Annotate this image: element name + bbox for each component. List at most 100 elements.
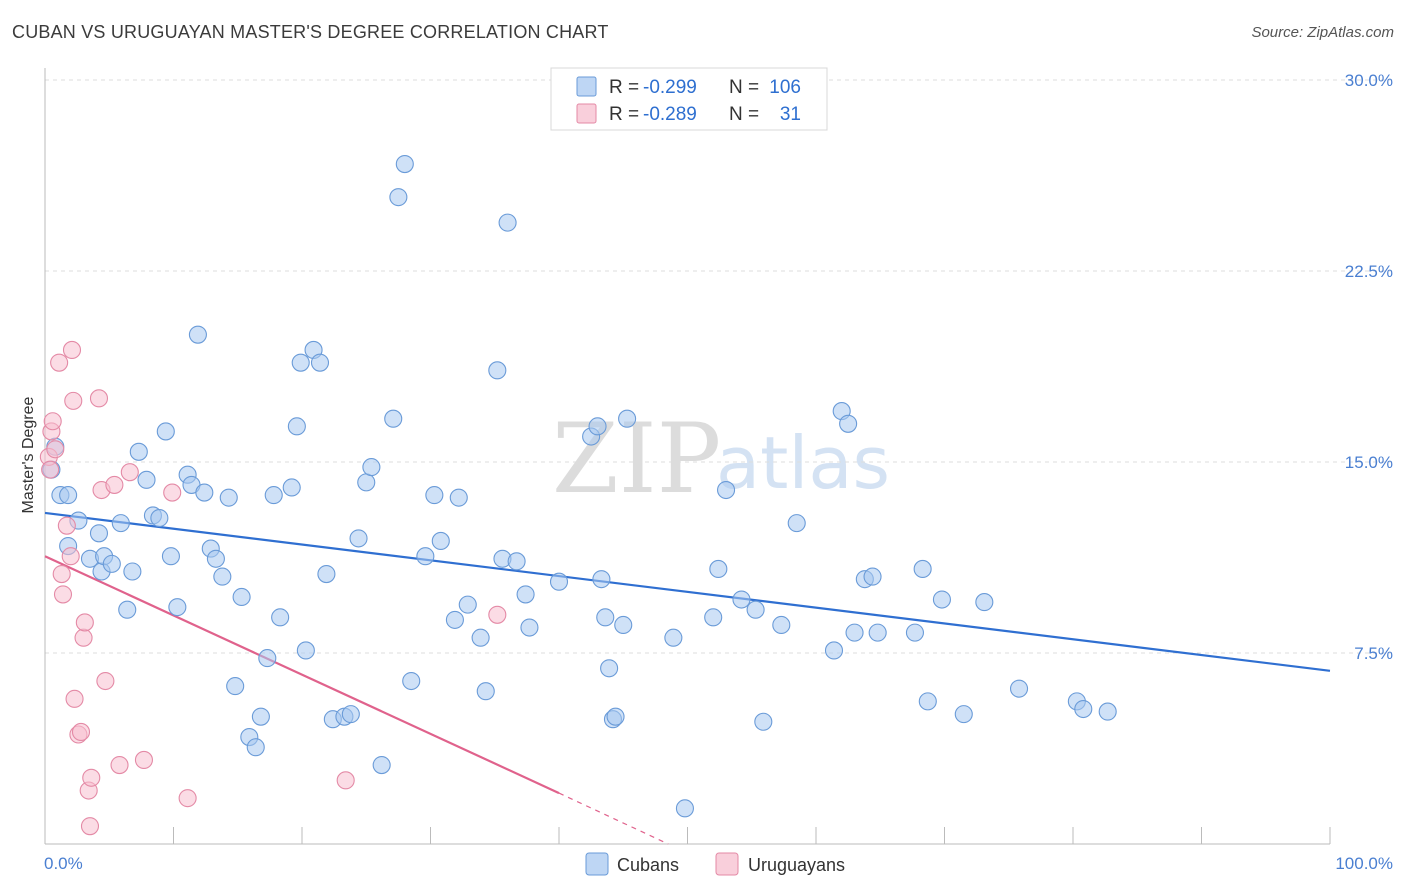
cubans-points <box>42 154 1117 818</box>
uruguayans-point <box>120 463 139 482</box>
uruguayans-points <box>39 340 507 836</box>
cubans-point <box>102 554 121 573</box>
y-tick-labels: 7.5% 15.0% 22.5% 30.0% <box>1345 71 1393 663</box>
cubans-point <box>596 608 615 627</box>
uruguayans-trend-line <box>44 555 560 795</box>
uruguayans-point <box>75 613 94 632</box>
uruguayans-point <box>53 585 73 604</box>
cubans-point <box>1074 699 1093 719</box>
uruguayans-point <box>65 689 84 708</box>
uruguayans-point <box>62 340 82 359</box>
cubans-point <box>251 707 270 726</box>
stats-legend: R = -0.299 N = 106 R = -0.289 N = 31 <box>550 67 828 131</box>
cubans-point <box>746 600 765 619</box>
stats-legend-r-label-cubans: R = <box>609 77 639 98</box>
y-tick-label-0: 7.5% <box>1354 644 1393 663</box>
stats-legend-r-label-uruguayans: R = <box>609 104 639 125</box>
cubans-point <box>258 649 277 668</box>
uruguayans-point <box>50 353 69 372</box>
cubans-point <box>291 353 310 372</box>
cubans-point <box>845 623 864 642</box>
cubans-point <box>89 524 109 543</box>
cubans-point <box>349 529 368 548</box>
cubans-point <box>1009 679 1029 698</box>
cubans-point <box>449 488 468 507</box>
cubans-point <box>675 799 694 818</box>
cubans-point <box>362 458 381 477</box>
cubans-point <box>282 478 301 497</box>
uruguayans-point <box>41 460 60 479</box>
cubans-point <box>618 409 637 428</box>
cubans-point <box>905 623 924 642</box>
cubans-point <box>317 565 336 584</box>
stats-legend-n-value-uruguayans: 31 <box>780 104 801 125</box>
cubans-point <box>954 705 973 724</box>
cubans-point <box>395 154 414 174</box>
cubans-point <box>932 590 951 609</box>
uruguayans-point <box>488 605 507 624</box>
uruguayans-point <box>82 768 101 787</box>
uruguayans-point <box>57 516 76 535</box>
cubans-point <box>787 514 806 533</box>
cubans-point <box>264 486 283 505</box>
cubans-point <box>704 608 723 627</box>
cubans-point <box>918 692 937 711</box>
cubans-point <box>226 677 245 696</box>
cubans-point <box>913 559 932 579</box>
cubans-point <box>445 610 464 629</box>
cubans-point <box>600 659 619 678</box>
cubans-point <box>402 671 421 691</box>
stats-legend-n-label-cubans: N = <box>729 77 759 98</box>
cubans-point <box>839 414 858 433</box>
cubans-point <box>384 409 403 428</box>
cubans-point <box>206 549 225 568</box>
cubans-point <box>431 531 450 550</box>
cubans-point <box>732 590 751 609</box>
uruguayans-point <box>43 412 62 431</box>
cubans-point <box>372 756 391 775</box>
cubans-point <box>772 615 791 635</box>
cubans-point <box>389 188 408 207</box>
cubans-point <box>592 570 611 589</box>
stats-legend-r-value-uruguayans: -0.289 <box>643 104 697 125</box>
cubans-point <box>271 608 290 627</box>
cubans-point <box>213 567 232 586</box>
cubans-point <box>709 559 728 579</box>
cubans-point <box>664 628 683 647</box>
bottom-legend-cubans-swatch <box>585 852 609 876</box>
uruguayans-point <box>110 756 129 775</box>
uruguayans-point <box>61 547 80 566</box>
cubans-point <box>118 600 137 619</box>
cubans-point <box>975 593 994 612</box>
uruguayans-point <box>64 391 83 410</box>
cubans-point <box>488 361 507 380</box>
bottom-legend-uruguayans-swatch <box>715 852 739 876</box>
cubans-point <box>476 682 495 701</box>
x-tick-labels: 0.0% 100.0% <box>44 854 1393 873</box>
cubans-point <box>161 547 180 566</box>
cubans-point <box>287 417 306 436</box>
cubans-point <box>341 705 360 724</box>
cubans-point <box>606 707 625 726</box>
uruguayans-trend-line-extension <box>558 792 669 845</box>
y-tick-label-3: 30.0% <box>1345 71 1393 90</box>
cubans-point <box>59 486 78 505</box>
uruguayans-point <box>74 628 93 647</box>
stats-legend-n-value-cubans: 106 <box>769 77 801 98</box>
cubans-point <box>219 488 238 507</box>
cubans-point <box>754 712 773 731</box>
cubans-point <box>168 598 187 617</box>
watermark-atlas: atlas <box>716 421 890 505</box>
uruguayans-point <box>105 475 124 494</box>
trend-lines <box>44 511 1331 845</box>
cubans-point <box>1098 702 1117 721</box>
cubans-point <box>137 470 156 489</box>
cubans-point <box>520 618 539 637</box>
source-label: Source: ZipAtlas.com <box>1251 24 1394 41</box>
watermark-zip: ZIP <box>552 403 721 515</box>
y-tick-label-2: 22.5% <box>1345 262 1393 281</box>
cubans-point <box>425 486 444 505</box>
uruguayans-point <box>96 671 115 691</box>
uruguayans-point <box>163 483 182 502</box>
